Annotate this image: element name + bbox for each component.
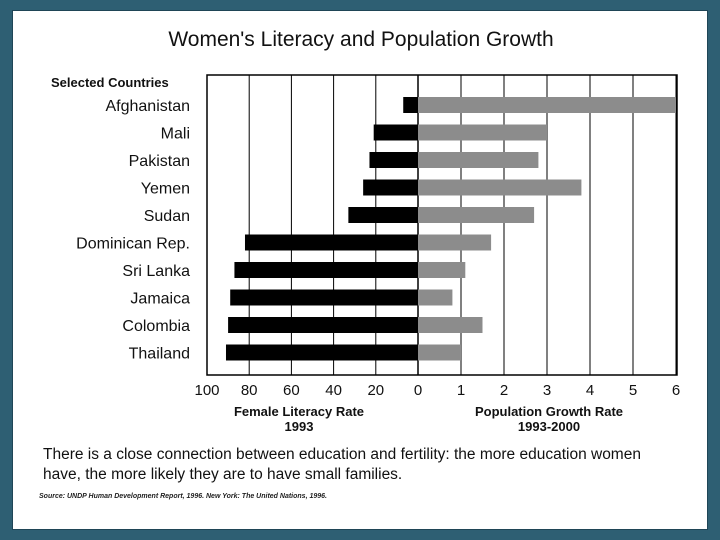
country-label: Mali [161, 126, 190, 143]
tick-label-left: 20 [367, 382, 384, 399]
literacy-bar [228, 317, 418, 333]
growth-bar [418, 344, 461, 361]
tick-label-left: 80 [241, 382, 258, 399]
growth-bar [418, 207, 535, 223]
slide-frame: Women's Literacy and Population Growth S… [12, 10, 708, 530]
tick-label-right: 5 [629, 382, 637, 399]
tick-label-right: 6 [672, 382, 680, 399]
literacy-bar [373, 124, 418, 141]
tick-label-left: 60 [283, 382, 300, 399]
growth-bar [418, 124, 547, 141]
growth-bar [418, 289, 453, 306]
tick-label-right: 2 [500, 382, 508, 399]
country-label: Sri Lanka [122, 263, 190, 280]
right-axis-title-line1: Population Growth Rate [475, 404, 623, 419]
literacy-bar [230, 289, 418, 306]
literacy-bar [225, 344, 418, 361]
country-label: Yemen [141, 181, 190, 198]
country-label: Jamaica [130, 291, 190, 308]
growth-bar [418, 234, 492, 251]
source-note: Source: UNDP Human Development Report, 1… [39, 493, 327, 500]
country-label: Afghanistan [105, 98, 190, 115]
country-label: Pakistan [129, 153, 190, 170]
literacy-bar [403, 97, 418, 113]
literacy-bar [363, 179, 418, 196]
tick-label-right: 3 [543, 382, 551, 399]
growth-bar [418, 152, 539, 168]
country-label: Dominican Rep. [76, 236, 190, 253]
growth-bar [418, 317, 483, 333]
tick-label-left: 40 [325, 382, 342, 399]
country-label: Sudan [144, 208, 190, 225]
caption-text: There is a close connection between educ… [43, 446, 641, 483]
chart: Women's Literacy and Population Growth S… [51, 28, 680, 434]
country-label: Thailand [129, 346, 190, 363]
tick-label-right: 4 [586, 382, 594, 399]
growth-bar [418, 97, 676, 113]
chart-title: Women's Literacy and Population Growth [168, 28, 553, 51]
literacy-bar [234, 262, 418, 278]
tick-label-right: 1 [457, 382, 465, 399]
left-axis-title-line1: Female Literacy Rate [234, 404, 364, 419]
literacy-bar [348, 207, 418, 223]
tick-label-left: 0 [414, 382, 422, 399]
left-axis-title-line2: 1993 [285, 419, 314, 434]
country-label: Colombia [122, 318, 190, 335]
tick-label-left: 100 [194, 382, 219, 399]
category-header: Selected Countries [51, 75, 169, 90]
growth-bar [418, 262, 466, 278]
literacy-bar [369, 152, 418, 168]
right-axis-title-line2: 1993-2000 [518, 419, 580, 434]
literacy-bar [244, 234, 418, 251]
growth-bar [418, 179, 582, 196]
